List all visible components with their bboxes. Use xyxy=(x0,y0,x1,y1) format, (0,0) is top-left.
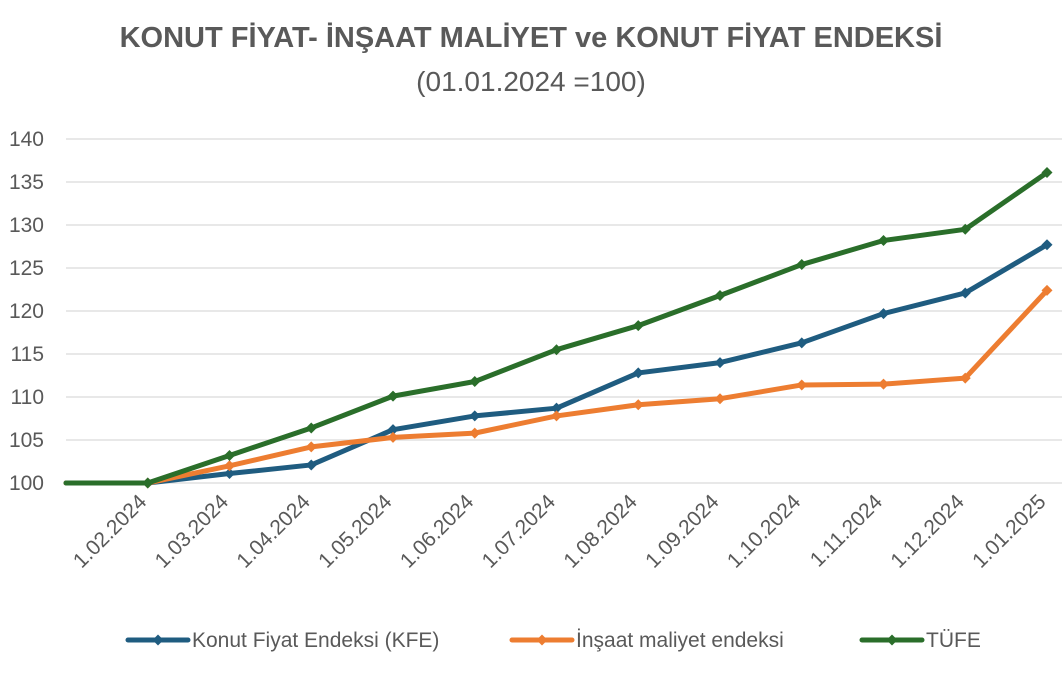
series-lines xyxy=(63,167,1053,489)
grid-lines xyxy=(66,138,1062,484)
data-point xyxy=(1041,239,1053,251)
data-point xyxy=(878,308,889,320)
y-tick-label: 125 xyxy=(9,257,44,280)
x-tick-label: 1.07.2024 xyxy=(478,490,561,573)
y-tick-label: 120 xyxy=(9,300,44,323)
data-point xyxy=(551,410,562,422)
series-1 xyxy=(63,239,1053,489)
x-tick-label: 1.10.2024 xyxy=(723,490,806,573)
series-line xyxy=(63,242,1050,486)
data-point xyxy=(714,357,726,369)
x-tick-label: 1.12.2024 xyxy=(886,490,969,573)
chart-subtitle: (01.01.2024 =100) xyxy=(416,66,646,97)
legend-marker xyxy=(886,634,898,646)
y-tick-label: 135 xyxy=(9,171,44,194)
data-point xyxy=(796,379,808,391)
series-3 xyxy=(63,167,1053,489)
data-point xyxy=(632,320,644,332)
data-point xyxy=(551,344,562,356)
x-axis-ticks: 1.02.2024 1.03.2024 1.04.2024 1.05.2024 1.06… xyxy=(69,490,1051,573)
data-point xyxy=(469,376,481,388)
data-point xyxy=(959,372,971,384)
data-point xyxy=(387,431,399,443)
x-tick-label: 1.11.2024 xyxy=(806,490,887,571)
legend-label: İnşaat maliyet endeksi xyxy=(576,629,784,652)
y-tick-label: 115 xyxy=(11,343,44,366)
legend-label: Konut Fiyat Endeksi (KFE) xyxy=(192,629,439,652)
data-point xyxy=(469,427,481,439)
data-point xyxy=(959,223,971,235)
data-point xyxy=(878,234,889,246)
series-2 xyxy=(63,284,1053,489)
y-axis-ticks: 100 105 110 115 120 125 130 135 140 xyxy=(9,128,44,495)
y-tick-label: 110 xyxy=(11,386,44,409)
data-point xyxy=(632,399,644,411)
chart-title: KONUT FİYAT- İNŞAAT MALİYET ve KONUT FİY… xyxy=(119,22,943,54)
legend-marker xyxy=(536,634,548,646)
data-point xyxy=(551,402,562,414)
data-point xyxy=(224,449,235,461)
legend-marker xyxy=(152,634,164,646)
y-tick-label: 130 xyxy=(9,214,44,237)
x-tick-label: 1.05.2024 xyxy=(314,490,397,573)
data-point xyxy=(796,337,808,349)
legend: Konut Fiyat Endeksi (KFE) İnşaat maliyet … xyxy=(125,629,981,652)
data-point xyxy=(714,290,726,302)
y-tick-label: 100 xyxy=(9,472,44,495)
data-point xyxy=(387,390,399,402)
x-tick-label: 1.02.2024 xyxy=(69,490,152,573)
y-tick-label: 105 xyxy=(9,429,44,452)
x-tick-label: 1.09.2024 xyxy=(641,490,724,573)
data-point xyxy=(142,477,154,489)
y-tick-label: 140 xyxy=(9,128,44,151)
data-point xyxy=(959,287,971,299)
data-point xyxy=(305,422,317,434)
legend-item: Konut Fiyat Endeksi (KFE) xyxy=(125,629,439,652)
data-point xyxy=(878,378,889,390)
legend-item: İnşaat maliyet endeksi xyxy=(509,629,784,652)
data-point xyxy=(1041,284,1053,296)
data-point xyxy=(224,468,235,480)
data-point xyxy=(224,460,235,472)
data-point xyxy=(305,459,317,471)
legend-label: TÜFE xyxy=(926,629,981,652)
x-tick-label: 1.08.2024 xyxy=(559,490,642,573)
series-line xyxy=(63,170,1050,486)
series-line xyxy=(63,287,1050,486)
legend-item: TÜFE xyxy=(859,629,981,652)
data-point xyxy=(305,441,317,453)
x-tick-label: 1.06.2024 xyxy=(396,490,479,573)
data-point xyxy=(714,393,726,405)
x-tick-label: 1.03.2024 xyxy=(151,490,234,573)
data-point xyxy=(632,367,644,379)
x-tick-label: 1.01.2025 xyxy=(968,490,1050,572)
data-point xyxy=(469,410,481,422)
data-point xyxy=(796,259,808,271)
x-tick-label: 1.04.2024 xyxy=(232,490,315,573)
data-point xyxy=(387,424,399,436)
data-point xyxy=(1041,167,1053,179)
